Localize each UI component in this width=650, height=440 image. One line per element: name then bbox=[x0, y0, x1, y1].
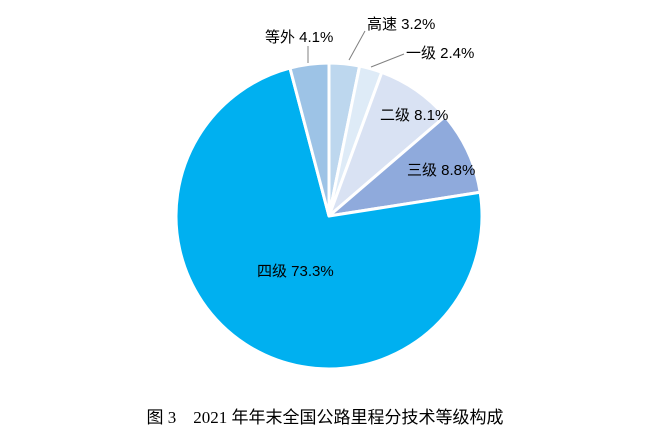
leader-line-first-class bbox=[370, 53, 405, 68]
pie-slice-四级 bbox=[174, 66, 484, 371]
pie-label-first-class: 一级 2.4% bbox=[406, 45, 475, 62]
pie-label-expressway: 高速 3.2% bbox=[367, 16, 436, 33]
pie-label-third-class: 三级 8.8% bbox=[407, 162, 476, 179]
pie-slice-等外 bbox=[288, 61, 331, 218]
pie-label-subgrade: 等外 4.1% bbox=[265, 29, 334, 46]
pie-slice-三级 bbox=[327, 114, 482, 218]
figure-caption: 图 3 2021 年年末全国公路里程分技术等级构成 bbox=[146, 408, 504, 427]
pie-slices bbox=[174, 61, 484, 371]
leader-lines bbox=[307, 30, 405, 68]
leader-line-expressway bbox=[348, 30, 366, 61]
pie-label-fourth-class: 四级 73.3% bbox=[257, 263, 334, 280]
pie-label-second-class: 二级 8.1% bbox=[380, 107, 449, 124]
